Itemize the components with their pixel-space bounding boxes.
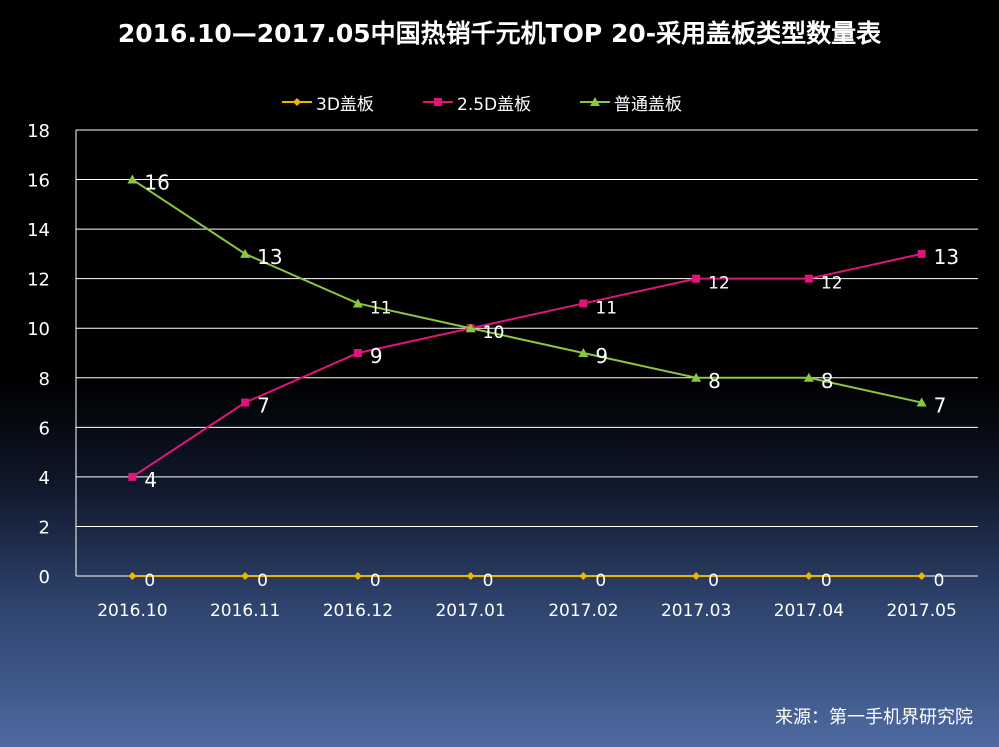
data-label: 0 (370, 571, 381, 591)
data-point (352, 298, 363, 308)
data-point (240, 248, 251, 258)
x-tick-label: 2017.05 (886, 601, 956, 621)
legend-item-25d: 2.5D盖板 (423, 88, 531, 116)
data-point (803, 372, 814, 382)
data-label: 16 (144, 171, 169, 195)
data-point (692, 274, 701, 283)
x-tick-label: 2016.11 (210, 601, 280, 621)
legend-3d-marker-icon (282, 98, 312, 106)
data-label: 13 (257, 245, 282, 269)
y-tick-label: 6 (39, 418, 50, 439)
y-tick-label: 12 (27, 270, 50, 291)
x-tick-label: 2016.12 (323, 601, 393, 621)
x-tick-label: 2017.01 (435, 601, 505, 621)
data-label: 11 (370, 298, 392, 318)
legend-label-3d: 3D盖板 (316, 94, 374, 115)
data-label: 0 (483, 571, 494, 591)
y-tick-label: 4 (39, 468, 50, 489)
data-point (691, 372, 702, 382)
data-label: 9 (595, 344, 608, 368)
data-point (127, 174, 138, 184)
data-point (804, 572, 813, 580)
legend-25d-marker-icon (423, 98, 453, 106)
y-tick-label: 14 (27, 220, 50, 241)
data-point (465, 323, 476, 333)
legend-normal-marker-icon (580, 97, 610, 106)
data-label: 7 (257, 394, 270, 418)
y-tick-label: 2 (39, 517, 50, 538)
data-label: 0 (708, 571, 719, 591)
x-tick-label: 2017.02 (548, 601, 618, 621)
data-point (241, 572, 250, 580)
y-tick-label: 18 (27, 121, 50, 142)
data-point (916, 397, 927, 407)
y-tick-label: 16 (27, 171, 50, 192)
x-tick-label: 2016.10 (97, 601, 167, 621)
data-label: 10 (483, 323, 505, 343)
series-line-2 (131, 178, 922, 404)
data-point (128, 472, 137, 481)
data-label: 0 (821, 571, 832, 591)
data-point (692, 572, 701, 580)
legend-item-3d: 3D盖板 (282, 88, 374, 116)
data-point (917, 249, 926, 258)
source-note: 来源：第一手机界研究院 (775, 707, 973, 728)
data-label: 0 (144, 571, 155, 591)
chart-legend: 3D盖板 2.5D盖板 普通盖板 (0, 88, 999, 116)
x-tick-label: 2017.03 (661, 601, 731, 621)
data-label: 9 (370, 344, 383, 368)
legend-item-normal: 普通盖板 (580, 88, 682, 116)
y-tick-label: 0 (39, 567, 50, 588)
data-point (353, 572, 362, 580)
legend-label-normal: 普通盖板 (614, 94, 682, 115)
data-point (353, 349, 362, 357)
data-label: 7 (934, 394, 947, 418)
legend-label-25d: 2.5D盖板 (457, 94, 532, 115)
data-point (128, 572, 137, 580)
data-label: 0 (595, 571, 606, 591)
data-label: 0 (257, 571, 268, 591)
chart-title: 2016.10—2017.05中国热销千元机TOP 20-采用盖板类型数量表 (117, 19, 882, 48)
data-label: 13 (934, 245, 959, 269)
series-line-1 (131, 252, 922, 478)
data-point (466, 572, 475, 580)
data-point (578, 348, 589, 357)
data-point (241, 398, 250, 407)
y-tick-label: 8 (39, 369, 50, 390)
data-label: 8 (708, 369, 721, 393)
data-point (579, 572, 588, 580)
data-label: 8 (821, 369, 834, 393)
data-label: 11 (595, 298, 617, 318)
data-point (917, 572, 926, 580)
data-point (579, 299, 588, 308)
data-point (804, 274, 813, 283)
y-tick-label: 10 (27, 319, 50, 340)
data-label: 12 (708, 274, 730, 294)
data-label: 12 (821, 274, 843, 294)
x-tick-label: 2017.04 (774, 601, 844, 621)
data-label: 0 (934, 571, 945, 591)
data-label: 4 (144, 468, 157, 492)
